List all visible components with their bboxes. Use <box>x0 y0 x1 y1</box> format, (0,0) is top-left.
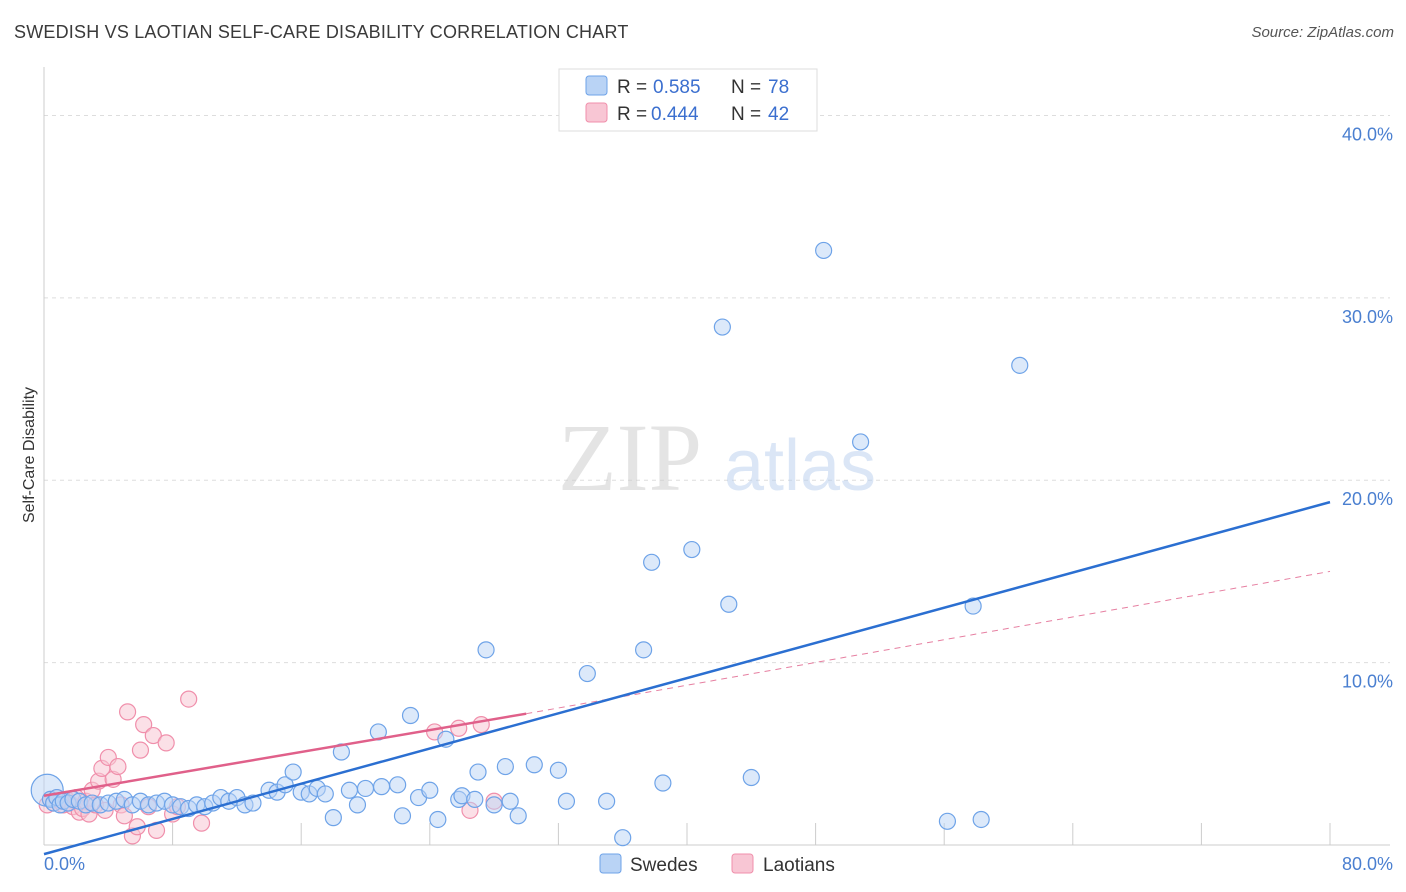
legend-n-label-swedes: N = <box>731 77 761 98</box>
legend-n-laotians: 42 <box>768 104 789 125</box>
legend-r-swedes: 0.585 <box>653 77 701 98</box>
zipatlas-watermark: ZIP atlas <box>558 404 876 511</box>
swede-point <box>324 809 342 827</box>
laotian-point <box>472 716 490 734</box>
bottom-legend-swatch-swedes <box>599 853 622 874</box>
swede-point <box>509 807 527 825</box>
swede-point <box>316 785 334 803</box>
swede-trend-line <box>43 500 1331 856</box>
bottom-legend-swedes: Swedes <box>630 855 698 876</box>
legend-n-swedes: 78 <box>768 77 789 98</box>
swede-point <box>477 641 495 659</box>
legend: R = 0.585 N = 78 R = 0.444 N = 42 <box>558 68 818 132</box>
swede-points <box>30 241 1029 847</box>
x-tick-label: 80.0% <box>1342 854 1393 874</box>
swede-point <box>1011 356 1029 374</box>
chart-title: SWEDISH VS LAOTIAN SELF-CARE DISABILITY … <box>14 22 629 42</box>
swede-point <box>713 318 731 336</box>
swede-point <box>634 641 653 659</box>
legend-swatch-laotians <box>585 102 608 123</box>
swede-point <box>485 796 503 814</box>
legend-r-label-swedes: R = <box>617 77 647 98</box>
swede-point <box>578 664 596 683</box>
source-credit: Source: ZipAtlas.com <box>1251 24 1394 41</box>
swede-point <box>852 433 870 451</box>
swede-point <box>421 781 439 799</box>
swede-point <box>501 792 519 810</box>
bottom-legend-swatch-laotians <box>731 853 754 874</box>
grid-lines <box>44 114 1390 664</box>
laotian-point <box>180 690 198 708</box>
y-tick-label: 10.0% <box>1342 672 1393 692</box>
laotian-point <box>157 734 175 752</box>
legend-swatch-swedes <box>585 75 608 96</box>
swede-point <box>401 706 420 725</box>
swede-point <box>683 540 701 559</box>
swede-point <box>598 792 616 810</box>
laotian-trend-line <box>43 712 527 797</box>
laotian-point <box>135 716 153 734</box>
swede-point <box>340 781 359 799</box>
watermark-atlas: atlas <box>724 426 876 506</box>
laotian-point <box>118 703 137 721</box>
laotian-trend-extension <box>526 570 1331 715</box>
legend-n-label-laotians: N = <box>731 104 761 125</box>
swede-point <box>972 810 990 829</box>
swede-point <box>496 757 514 776</box>
laotian-point <box>109 757 127 776</box>
laotian-point <box>450 719 468 737</box>
y-tick-label: 40.0% <box>1342 124 1393 144</box>
y-tick-label: 20.0% <box>1342 489 1393 509</box>
swede-point <box>557 792 576 810</box>
y-axis-label: Self-Care Disability <box>21 387 38 523</box>
bottom-legend-laotians: Laotians <box>763 855 835 876</box>
trend-lines <box>43 500 1331 856</box>
x-tick-label: 0.0% <box>44 854 85 874</box>
swede-point <box>429 810 447 829</box>
swede-point <box>525 756 543 774</box>
tick-labels: 10.0% 20.0% 30.0% 40.0% 0.0% 80.0% <box>44 124 1393 874</box>
y-tick-label: 30.0% <box>1342 307 1393 327</box>
swede-point <box>614 829 632 847</box>
swede-point <box>284 763 302 781</box>
bottom-legend: Swedes Laotians <box>599 853 835 876</box>
swede-point <box>356 779 375 798</box>
swede-point <box>466 790 484 809</box>
axes <box>43 67 1390 846</box>
legend-r-laotians: 0.444 <box>651 104 699 125</box>
swede-point <box>549 761 568 779</box>
swede-point <box>742 768 760 787</box>
laotian-point <box>192 814 211 832</box>
swede-point <box>372 778 391 796</box>
laotian-point <box>131 741 150 759</box>
legend-r-label-laotians: R = <box>617 104 647 125</box>
swede-point <box>348 796 367 814</box>
swede-point <box>393 807 412 825</box>
watermark-zip: ZIP <box>558 404 702 511</box>
laotian-point <box>144 726 162 745</box>
swede-point <box>654 774 672 792</box>
swede-point <box>469 763 487 781</box>
swede-point <box>389 776 407 794</box>
swede-point <box>938 812 957 830</box>
swede-point <box>720 595 738 613</box>
swede-point <box>643 553 661 571</box>
swede-point <box>815 241 833 260</box>
